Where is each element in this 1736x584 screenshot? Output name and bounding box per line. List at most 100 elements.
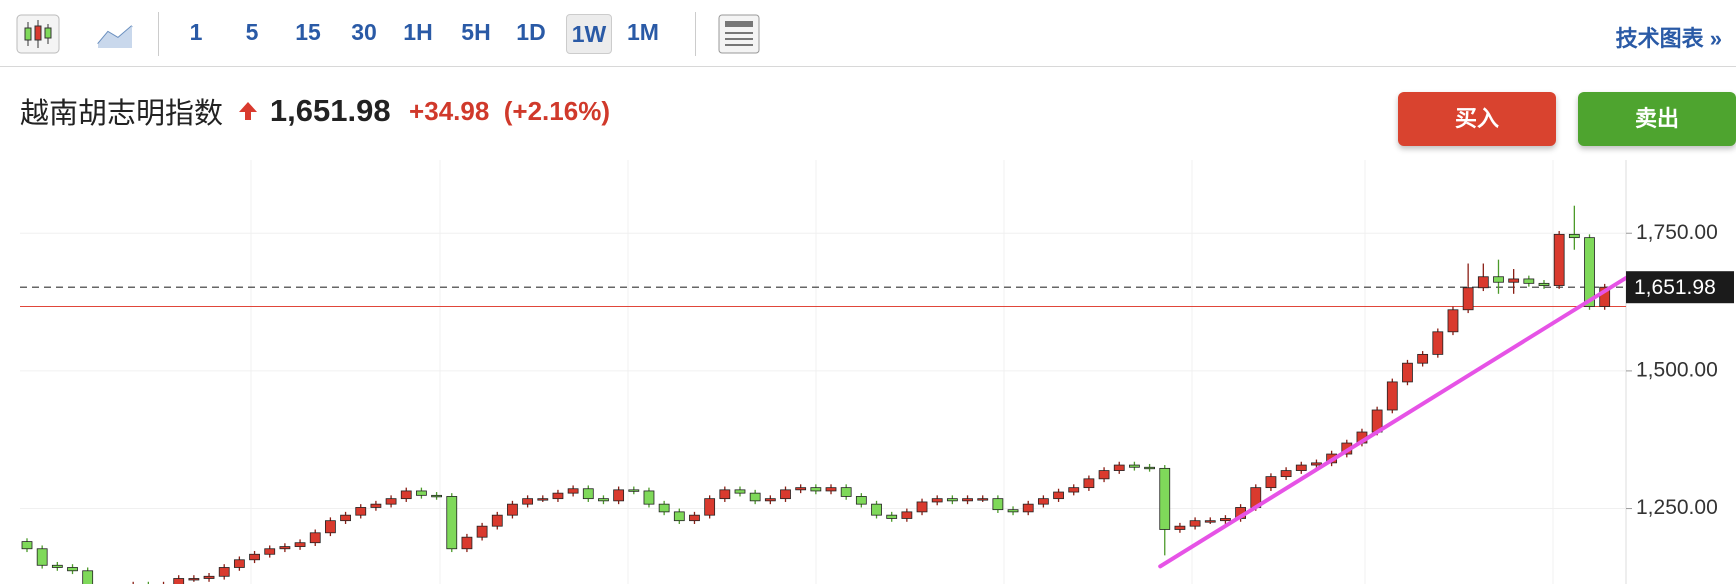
candle-body [537, 498, 549, 501]
candle-body [1189, 520, 1201, 527]
candle-body [279, 546, 291, 550]
buy-button[interactable]: 买入 [1398, 92, 1556, 146]
candle-body [855, 496, 867, 505]
trendline [1158, 275, 1626, 569]
candle-body [825, 487, 837, 492]
candle-body [673, 511, 685, 522]
candle-body [1568, 233, 1580, 239]
interval-button[interactable]: 5H [461, 19, 491, 45]
candle-body [1386, 381, 1398, 411]
candle-body [218, 567, 230, 577]
candle-body [188, 578, 200, 581]
candle-body [1462, 287, 1474, 311]
time-grid [250, 160, 1554, 584]
candle-body [1174, 525, 1186, 530]
up-arrow [239, 102, 258, 120]
candle-body [1311, 462, 1322, 466]
last-price-label: 1,651.98 [1634, 276, 1716, 299]
candle-body [567, 488, 579, 494]
candle-body [461, 536, 473, 550]
change-pct: (+2.16%) [503, 95, 610, 126]
divider [695, 12, 696, 56]
candle-body [264, 548, 276, 555]
candle-body [780, 489, 791, 500]
candle-body [1144, 466, 1155, 470]
candle-body [1477, 276, 1489, 289]
interval-button[interactable]: 1D [516, 19, 546, 45]
interval-button[interactable]: 1H [403, 19, 433, 45]
candle-body [946, 498, 958, 502]
candle-body [173, 578, 185, 584]
candle-body [764, 498, 776, 502]
candle-body [1584, 237, 1595, 307]
line-icon[interactable] [96, 18, 136, 50]
candle-body [916, 501, 928, 513]
candle-body [1493, 276, 1504, 283]
tech-chart-link[interactable]: 技术图表 » [1615, 26, 1722, 51]
candle-body [1113, 464, 1125, 471]
layout-icon[interactable] [718, 14, 760, 54]
candle-body [613, 489, 625, 502]
candle-body [416, 490, 427, 496]
candle-body [719, 489, 731, 500]
candle-body [689, 514, 700, 522]
candle-body [1599, 286, 1611, 307]
candle-body [992, 498, 1004, 511]
candle-body [734, 489, 746, 494]
candle-body [309, 532, 321, 544]
interval-button[interactable]: 30 [351, 19, 377, 45]
price: 1,651.98 [269, 93, 391, 128]
candle-body [1159, 467, 1171, 530]
candle-body [704, 498, 716, 516]
sell-button[interactable]: 卖出 [1578, 92, 1736, 146]
candle-body [1417, 353, 1429, 364]
candle-body [400, 490, 412, 500]
candle-body [249, 553, 260, 561]
candle-body [810, 487, 822, 492]
candle-body [1523, 278, 1535, 284]
candle-body [476, 525, 488, 538]
candle-body [901, 511, 913, 519]
candle-body [355, 507, 367, 516]
candle-body [294, 542, 306, 547]
candle-body [233, 559, 245, 568]
candle-body [1053, 491, 1064, 500]
interval-button[interactable]: 5 [245, 19, 259, 45]
candle-body [340, 514, 351, 522]
candle-body [1432, 331, 1444, 355]
candle-body [1083, 478, 1095, 489]
candle-body [1402, 362, 1413, 383]
candle-body [51, 564, 63, 568]
y-tick-label: 1,750.00 [1636, 221, 1718, 244]
candle-body [431, 494, 442, 498]
candle-body [1098, 470, 1110, 480]
candle-body [840, 487, 852, 497]
candle-body [658, 503, 670, 513]
candle-body [1204, 520, 1216, 523]
candle-body [324, 520, 336, 534]
candle-body [552, 492, 564, 500]
quote-header: 越南胡志明指数 1,651.98 +34.98 (+2.16%) [20, 90, 610, 130]
last-price-box [1626, 271, 1734, 304]
candle-body [749, 492, 761, 502]
candle-body [1280, 470, 1292, 478]
candle-body [1508, 278, 1520, 283]
interval-button[interactable]: 1M [627, 19, 659, 45]
interval-button[interactable]: 1 [189, 19, 203, 45]
candle-body [36, 548, 48, 566]
interval-button[interactable]: 1W [566, 14, 612, 54]
candle-body [370, 503, 382, 508]
interval-button[interactable]: 15 [295, 19, 321, 45]
candle-body [491, 514, 503, 527]
candle-body [628, 489, 640, 492]
candle-body [507, 503, 518, 516]
candle-body [446, 496, 458, 550]
candle-body [931, 498, 943, 503]
candle-body [962, 498, 973, 502]
y-tick-label: 1,250.00 [1636, 496, 1718, 519]
candle-body [886, 514, 898, 519]
candle-icon[interactable] [16, 14, 60, 54]
candle-body [1553, 233, 1565, 286]
